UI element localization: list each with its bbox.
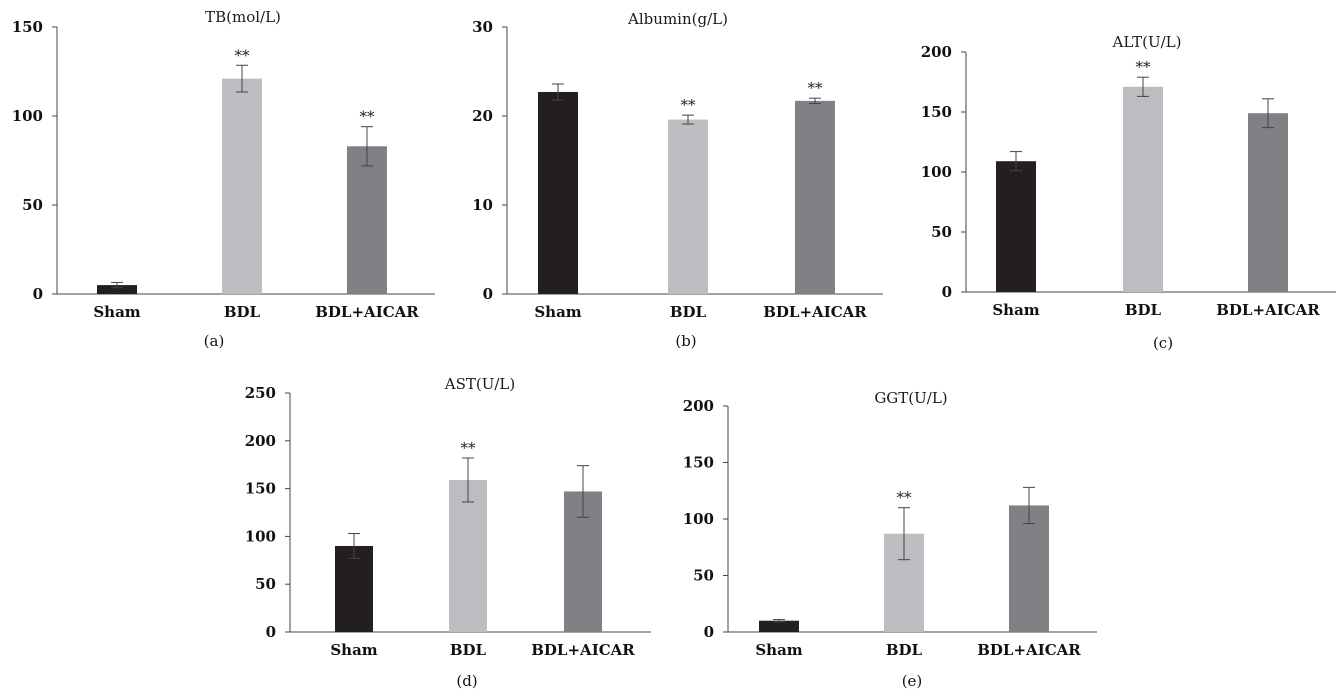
category-label: BDL+AICAR	[977, 641, 1081, 659]
y-tick-label: 250	[245, 384, 276, 402]
category-label: BDL	[224, 303, 261, 321]
y-tick-label: 0	[942, 283, 952, 301]
y-tick-label: 100	[683, 510, 714, 528]
bar-bdl	[449, 479, 487, 632]
y-tick-label: 150	[921, 103, 952, 121]
y-tick-label: 100	[921, 163, 952, 181]
y-tick-label: 100	[12, 107, 43, 125]
category-label: Sham	[93, 303, 140, 321]
bar-bdl	[668, 119, 708, 294]
y-tick-label: 150	[12, 18, 43, 36]
panel-label: (d)	[456, 672, 477, 690]
y-tick-label: 10	[472, 196, 493, 214]
significance-label: **	[235, 46, 251, 64]
panel-label: (c)	[1153, 334, 1173, 352]
chart-title: TB(mol/L)	[205, 8, 281, 26]
y-tick-label: 200	[683, 397, 714, 415]
significance-label: **	[360, 108, 376, 126]
y-tick-label: 200	[245, 432, 276, 450]
y-tick-label: 0	[33, 285, 43, 303]
bar-bdl-aicar	[1009, 505, 1049, 632]
significance-label: **	[1136, 58, 1152, 76]
y-tick-label: 50	[931, 223, 952, 241]
bar-sham	[538, 91, 578, 294]
bar-bdl	[222, 78, 262, 295]
y-tick-label: 0	[483, 285, 493, 303]
panel-label: (a)	[204, 332, 225, 350]
category-label: Sham	[534, 303, 581, 321]
y-tick-label: 50	[22, 196, 43, 214]
y-tick-label: 50	[693, 567, 714, 585]
significance-label: **	[461, 439, 477, 457]
panel-label: (b)	[675, 332, 696, 350]
bar-sham	[335, 545, 373, 632]
category-label: Sham	[755, 641, 802, 659]
significance-label: **	[808, 79, 824, 97]
category-label: BDL+AICAR	[315, 303, 419, 321]
category-label: Sham	[992, 301, 1039, 319]
category-label: BDL	[1125, 301, 1162, 319]
bar-bdl	[1123, 86, 1163, 292]
bar-bdl-aicar	[795, 100, 835, 295]
chart-title: Albumin(g/L)	[627, 10, 728, 28]
bar-bdl-aicar	[347, 146, 387, 294]
chart-panel-2: 0 10 20 30 Sham ** BDL ** BDL+AICAR Albumin(g/L) (…	[472, 10, 883, 350]
chart-title: AST(U/L)	[444, 375, 515, 393]
chart-panel-3: 0 50 100 150 200 Sham ** BDL BDL+AICAR ALT(U/L) (c…	[921, 33, 1336, 352]
y-tick-label: 20	[472, 107, 493, 125]
panel-label: (e)	[902, 672, 923, 690]
significance-label: **	[897, 489, 913, 507]
category-label: BDL+AICAR	[763, 303, 867, 321]
y-tick-label: 150	[683, 454, 714, 472]
y-tick-label: 0	[704, 623, 714, 641]
bar-sham	[996, 161, 1036, 292]
chart-panel-1: 0 50 100 150 Sham ** BDL ** BDL+AICAR TB(mol/L) (a…	[12, 8, 435, 350]
category-label: Sham	[330, 641, 377, 659]
chart-panel-4: 0 50 100 150 200 250 Sham ** BDL BDL+AICAR AST(U/L…	[245, 375, 651, 690]
chart-title: ALT(U/L)	[1112, 33, 1182, 51]
category-label: BDL	[450, 641, 487, 659]
y-tick-label: 0	[266, 623, 276, 641]
category-label: BDL+AICAR	[531, 641, 635, 659]
chart-panel-5: 0 50 100 150 200 Sham ** BDL BDL+AICAR GGT(U/L) (e…	[683, 389, 1097, 690]
chart-title: GGT(U/L)	[874, 389, 947, 407]
y-tick-label: 200	[921, 43, 952, 61]
category-label: BDL	[670, 303, 707, 321]
y-tick-label: 50	[255, 575, 276, 593]
significance-label: **	[681, 96, 697, 114]
category-label: BDL	[886, 641, 923, 659]
y-tick-label: 150	[245, 480, 276, 498]
bar-bdl-aicar	[1248, 113, 1288, 292]
bar-sham	[759, 620, 799, 632]
y-tick-label: 100	[245, 527, 276, 545]
bar-sham	[97, 285, 137, 294]
y-tick-label: 30	[472, 18, 493, 36]
category-label: BDL+AICAR	[1216, 301, 1320, 319]
